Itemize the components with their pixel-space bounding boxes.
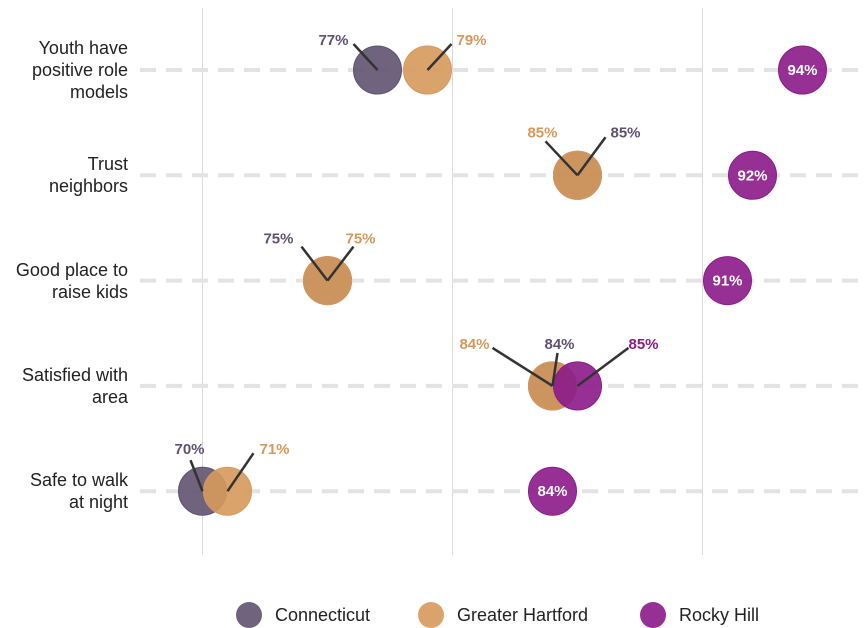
leader-line [491,346,554,387]
value-label: 75% [346,231,376,248]
value-label: 70% [174,441,204,458]
value-label: 75% [263,231,293,248]
dot [528,466,577,516]
leader-line [551,352,559,387]
legend-label: Rocky Hill [679,605,759,625]
leader-line [352,43,379,71]
value-label: 85% [611,124,641,141]
dot [778,45,827,95]
leader-line [226,452,255,492]
value-label: 84% [459,336,489,353]
dot [703,256,752,306]
category-label: Satisfied with area [21,364,128,407]
value-label: 77% [318,32,348,49]
leader-line [300,245,329,282]
value-label: 84% [544,336,574,353]
leader-line [326,245,355,282]
value-label: 79% [457,32,487,49]
value-label: 94% [787,62,817,79]
value-label: 84% [537,483,567,500]
legend-swatch [236,602,262,628]
legend-label: Greater Hartford [457,605,588,625]
leader-line [426,43,453,71]
value-label: 85% [629,336,659,353]
leader-line [189,459,204,492]
value-label: 85% [527,124,557,141]
value-label: 92% [737,167,767,184]
category-label: Youth have positive role models [31,38,128,102]
legend-label: Connecticut [275,605,370,625]
legend-swatch [418,602,444,628]
category-label: Good place to raise kids [15,259,128,302]
leader-line [576,136,607,177]
legend-swatch [640,602,666,628]
leader-line [544,140,579,177]
value-label: 71% [260,441,290,458]
leader-line [576,346,630,387]
dot [728,150,777,200]
category-label: Trust neighbors [48,154,128,197]
category-label: Safe to walk at night [29,470,128,513]
value-label: 91% [712,273,742,290]
